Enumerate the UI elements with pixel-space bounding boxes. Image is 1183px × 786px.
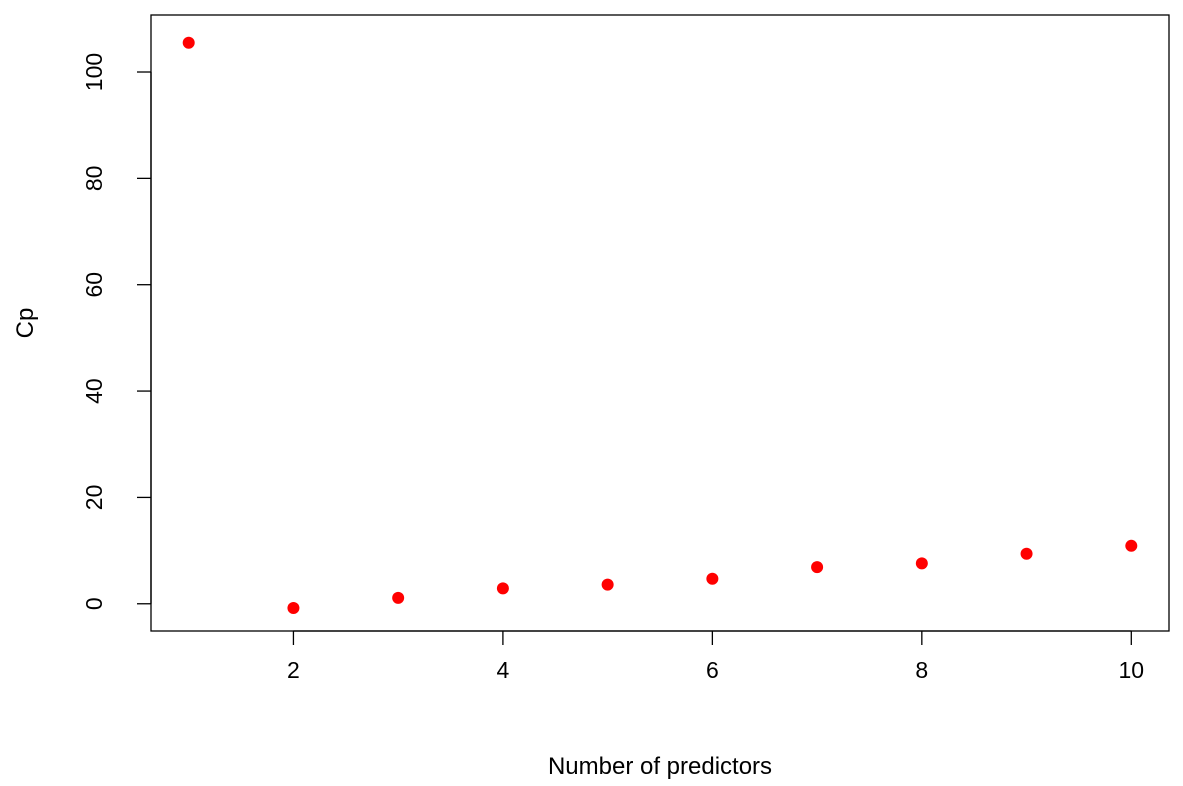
x-axis-title: Number of predictors	[548, 753, 772, 780]
y-tick-label: 20	[81, 485, 107, 511]
y-tick-label: 0	[81, 597, 107, 610]
data-point	[1020, 547, 1033, 560]
data-point	[392, 591, 405, 604]
data-point	[182, 36, 195, 49]
data-points	[182, 36, 1138, 615]
x-tick-label: 8	[915, 657, 928, 683]
data-point	[1125, 539, 1138, 552]
data-point	[811, 561, 824, 574]
y-tick-label: 80	[81, 166, 107, 192]
y-tick-label: 40	[81, 378, 107, 404]
data-point	[706, 572, 719, 585]
y-axis-title: Cp	[12, 308, 39, 339]
x-axis: 2 4 6 8 10	[287, 630, 1144, 683]
x-tick-label: 4	[497, 657, 510, 683]
y-tick-label: 60	[81, 272, 107, 298]
data-point	[496, 582, 509, 595]
data-point	[915, 557, 928, 570]
y-axis: 0 20 40 60 80 100	[81, 53, 152, 610]
x-tick-label: 6	[706, 657, 719, 683]
x-tick-label: 2	[287, 657, 300, 683]
plot-frame	[150, 14, 1170, 632]
y-tick-label: 100	[81, 53, 107, 91]
data-point	[601, 578, 614, 591]
data-point	[287, 602, 300, 615]
x-tick-label: 10	[1118, 657, 1144, 683]
